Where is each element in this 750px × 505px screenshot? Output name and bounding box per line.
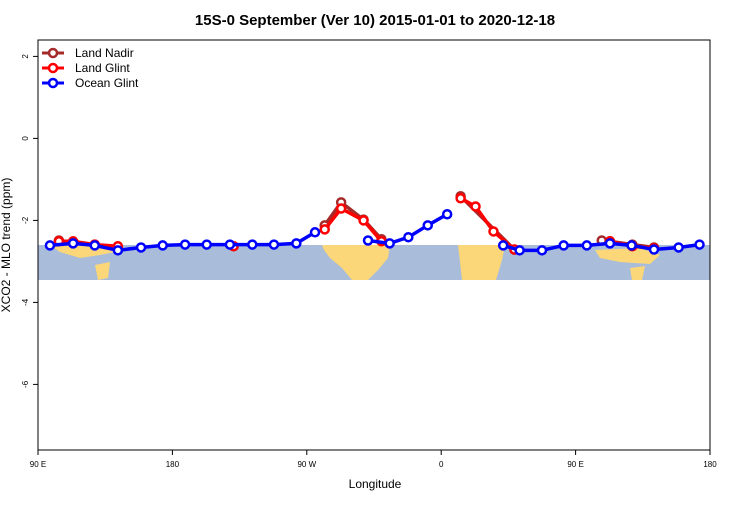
data-point [157, 240, 168, 251]
y-axis-label: XCO2 - MLO trend (ppm) [0, 178, 13, 313]
x-axis-label: Longitude [349, 477, 402, 491]
data-point [89, 240, 100, 251]
data-point [362, 235, 374, 246]
legend-marker [47, 77, 59, 89]
data-point [497, 240, 509, 251]
data-point [224, 239, 236, 250]
data-point [135, 242, 147, 253]
data-point [319, 224, 330, 235]
data-point [673, 242, 684, 253]
legend-label: Land Glint [75, 61, 130, 75]
data-point [488, 226, 499, 237]
data-point [648, 244, 660, 255]
y-tick-label: -2 [21, 216, 30, 224]
y-tick-label: -6 [21, 380, 30, 388]
south-america [458, 245, 505, 280]
data-point [604, 238, 616, 249]
chart-title: 15S-0 September (Ver 10) 2015-01-01 to 2… [195, 12, 555, 29]
data-point [335, 203, 347, 214]
data-point [291, 238, 302, 249]
y-tick-label: 0 [21, 136, 30, 141]
data-point [384, 238, 395, 249]
data-point [268, 239, 280, 250]
data-point [694, 239, 705, 250]
data-point [201, 239, 212, 250]
x-tick-label: 180 [703, 460, 717, 469]
x-tick-label: 90 W [297, 460, 316, 469]
indonesia [595, 248, 660, 264]
data-point [179, 239, 191, 250]
legend-label: Land Nadir [75, 46, 134, 60]
x-tick-label: 90 E [567, 460, 583, 469]
data-point [44, 240, 56, 251]
data-point [581, 240, 593, 251]
legend-marker [47, 47, 59, 59]
data-point [309, 227, 321, 238]
data-point [514, 245, 525, 256]
data-point [403, 231, 414, 243]
legend-marker [47, 62, 59, 74]
data-point [422, 220, 434, 231]
africa [322, 245, 390, 280]
x-tick-label: 0 [439, 460, 444, 469]
data-point [455, 193, 466, 204]
data-point [558, 240, 569, 251]
legend-label: Ocean Glint [75, 76, 139, 90]
data-point [112, 245, 124, 256]
data-point [536, 245, 548, 256]
x-tick-label: 180 [166, 460, 180, 469]
australia [630, 266, 645, 280]
data-point [441, 209, 453, 220]
y-tick-label: 2 [21, 54, 30, 59]
data-point [470, 201, 481, 212]
plot-frame [37, 39, 711, 451]
data-point [67, 238, 79, 249]
data-point [247, 239, 258, 250]
data-point [626, 240, 637, 251]
map-strip [38, 245, 710, 280]
madagascar [95, 262, 110, 280]
y-tick-label: -4 [21, 298, 30, 306]
x-tick-label: 90 E [30, 460, 46, 469]
data-point [358, 215, 369, 226]
